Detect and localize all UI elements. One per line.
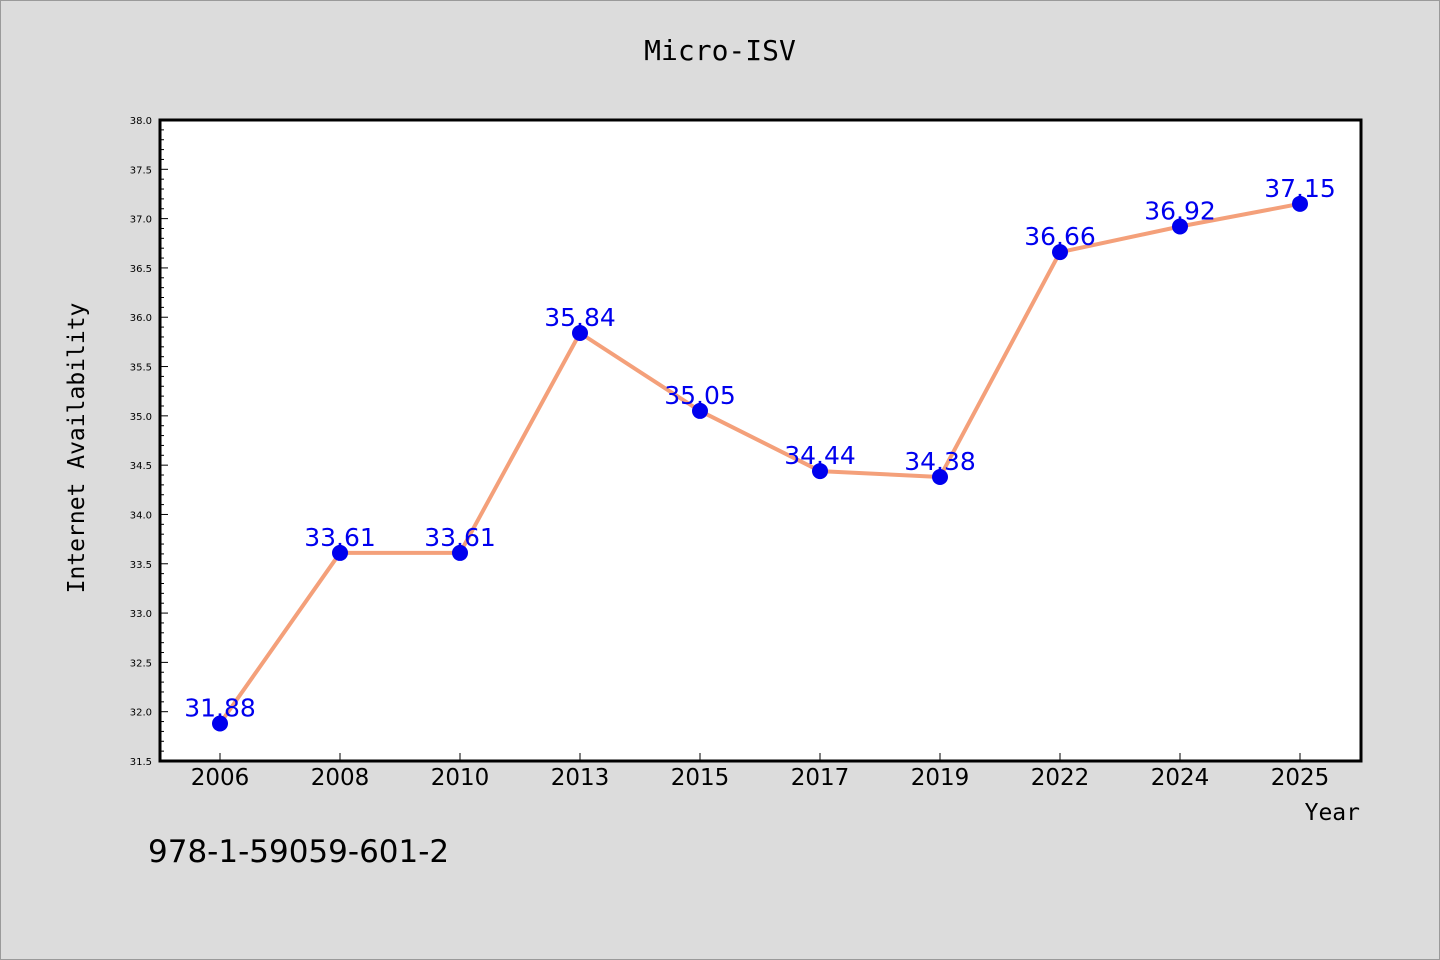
data-point <box>932 468 948 485</box>
data-label: 34.38 <box>904 447 976 476</box>
series-line-segment <box>458 331 582 555</box>
series-line-segment <box>1058 224 1182 255</box>
y-tick-label: 35.5 <box>130 363 152 374</box>
data-point <box>692 402 708 419</box>
data-point <box>332 544 348 561</box>
y-tick-label: 33.5 <box>130 560 152 571</box>
data-point <box>1292 195 1308 212</box>
series-line-segment <box>218 550 342 726</box>
series-line-segment <box>578 331 702 413</box>
y-tick-label: 36.5 <box>130 264 152 275</box>
y-tick-label: 37.5 <box>130 165 152 176</box>
x-tick-label: 2017 <box>791 765 850 791</box>
y-tick-label: 38.0 <box>130 116 152 127</box>
x-tick-label: 2008 <box>311 765 370 791</box>
series-line-segment <box>1178 201 1302 229</box>
y-tick-label: 32.5 <box>130 658 152 669</box>
y-tick-label: 35.0 <box>130 412 152 423</box>
x-tick-label: 2019 <box>911 765 970 791</box>
series-lines <box>218 201 1302 726</box>
data-label: 35.05 <box>664 381 736 410</box>
series-line-segment <box>938 250 1062 479</box>
y-axis-label: Internet Availability <box>64 303 90 594</box>
y-tick-label: 34.0 <box>130 510 152 521</box>
x-tick-label: 2015 <box>671 765 730 791</box>
x-tick-label: 2006 <box>191 765 250 791</box>
data-label: 31.88 <box>184 694 256 723</box>
x-tick-label: 2022 <box>1031 765 1090 791</box>
data-label: 36.66 <box>1024 222 1096 251</box>
data-point <box>812 463 828 480</box>
x-tick-label: 2010 <box>431 765 490 791</box>
y-tick-label: 37.0 <box>130 215 152 226</box>
y-tick-label: 31.5 <box>130 757 152 768</box>
y-tick-label: 33.0 <box>130 609 152 620</box>
data-label: 35.84 <box>544 303 616 332</box>
y-tick-label: 36.0 <box>130 313 152 324</box>
series-line-segment <box>698 408 822 474</box>
data-point <box>452 544 468 561</box>
data-label: 34.44 <box>784 441 856 470</box>
data-point <box>1052 244 1068 261</box>
isbn-annotation: 978-1-59059-601-2 <box>148 834 450 870</box>
data-point <box>1172 218 1188 235</box>
x-axis: 2006 2008 2010 2013 2015 2017 2019 2022 2024 2025 <box>191 753 1330 791</box>
data-labels: 31.88 33.61 33.61 35.84 35.05 34.44 34.38 36.66… <box>184 174 1336 723</box>
series-line-segment <box>818 469 942 479</box>
data-point <box>572 325 588 342</box>
x-tick-label: 2013 <box>551 765 610 791</box>
x-tick-label: 2024 <box>1151 765 1210 791</box>
series-markers <box>212 195 1308 732</box>
chart-title: Micro-ISV <box>644 34 796 67</box>
data-point <box>212 715 228 732</box>
x-tick-label: 2025 <box>1271 765 1330 791</box>
data-label: 33.61 <box>424 523 496 552</box>
y-tick-label: 34.5 <box>130 461 152 472</box>
y-axis: 31.5 32.0 32.5 33.0 33.5 34.0 34.5 35.0 35.5 36.0… <box>130 116 168 768</box>
data-label: 33.61 <box>304 523 376 552</box>
data-label: 36.92 <box>1144 197 1216 226</box>
data-label: 37.15 <box>1264 174 1336 203</box>
y-tick-label: 32.0 <box>130 708 152 719</box>
x-axis-label: Year <box>1305 800 1360 826</box>
